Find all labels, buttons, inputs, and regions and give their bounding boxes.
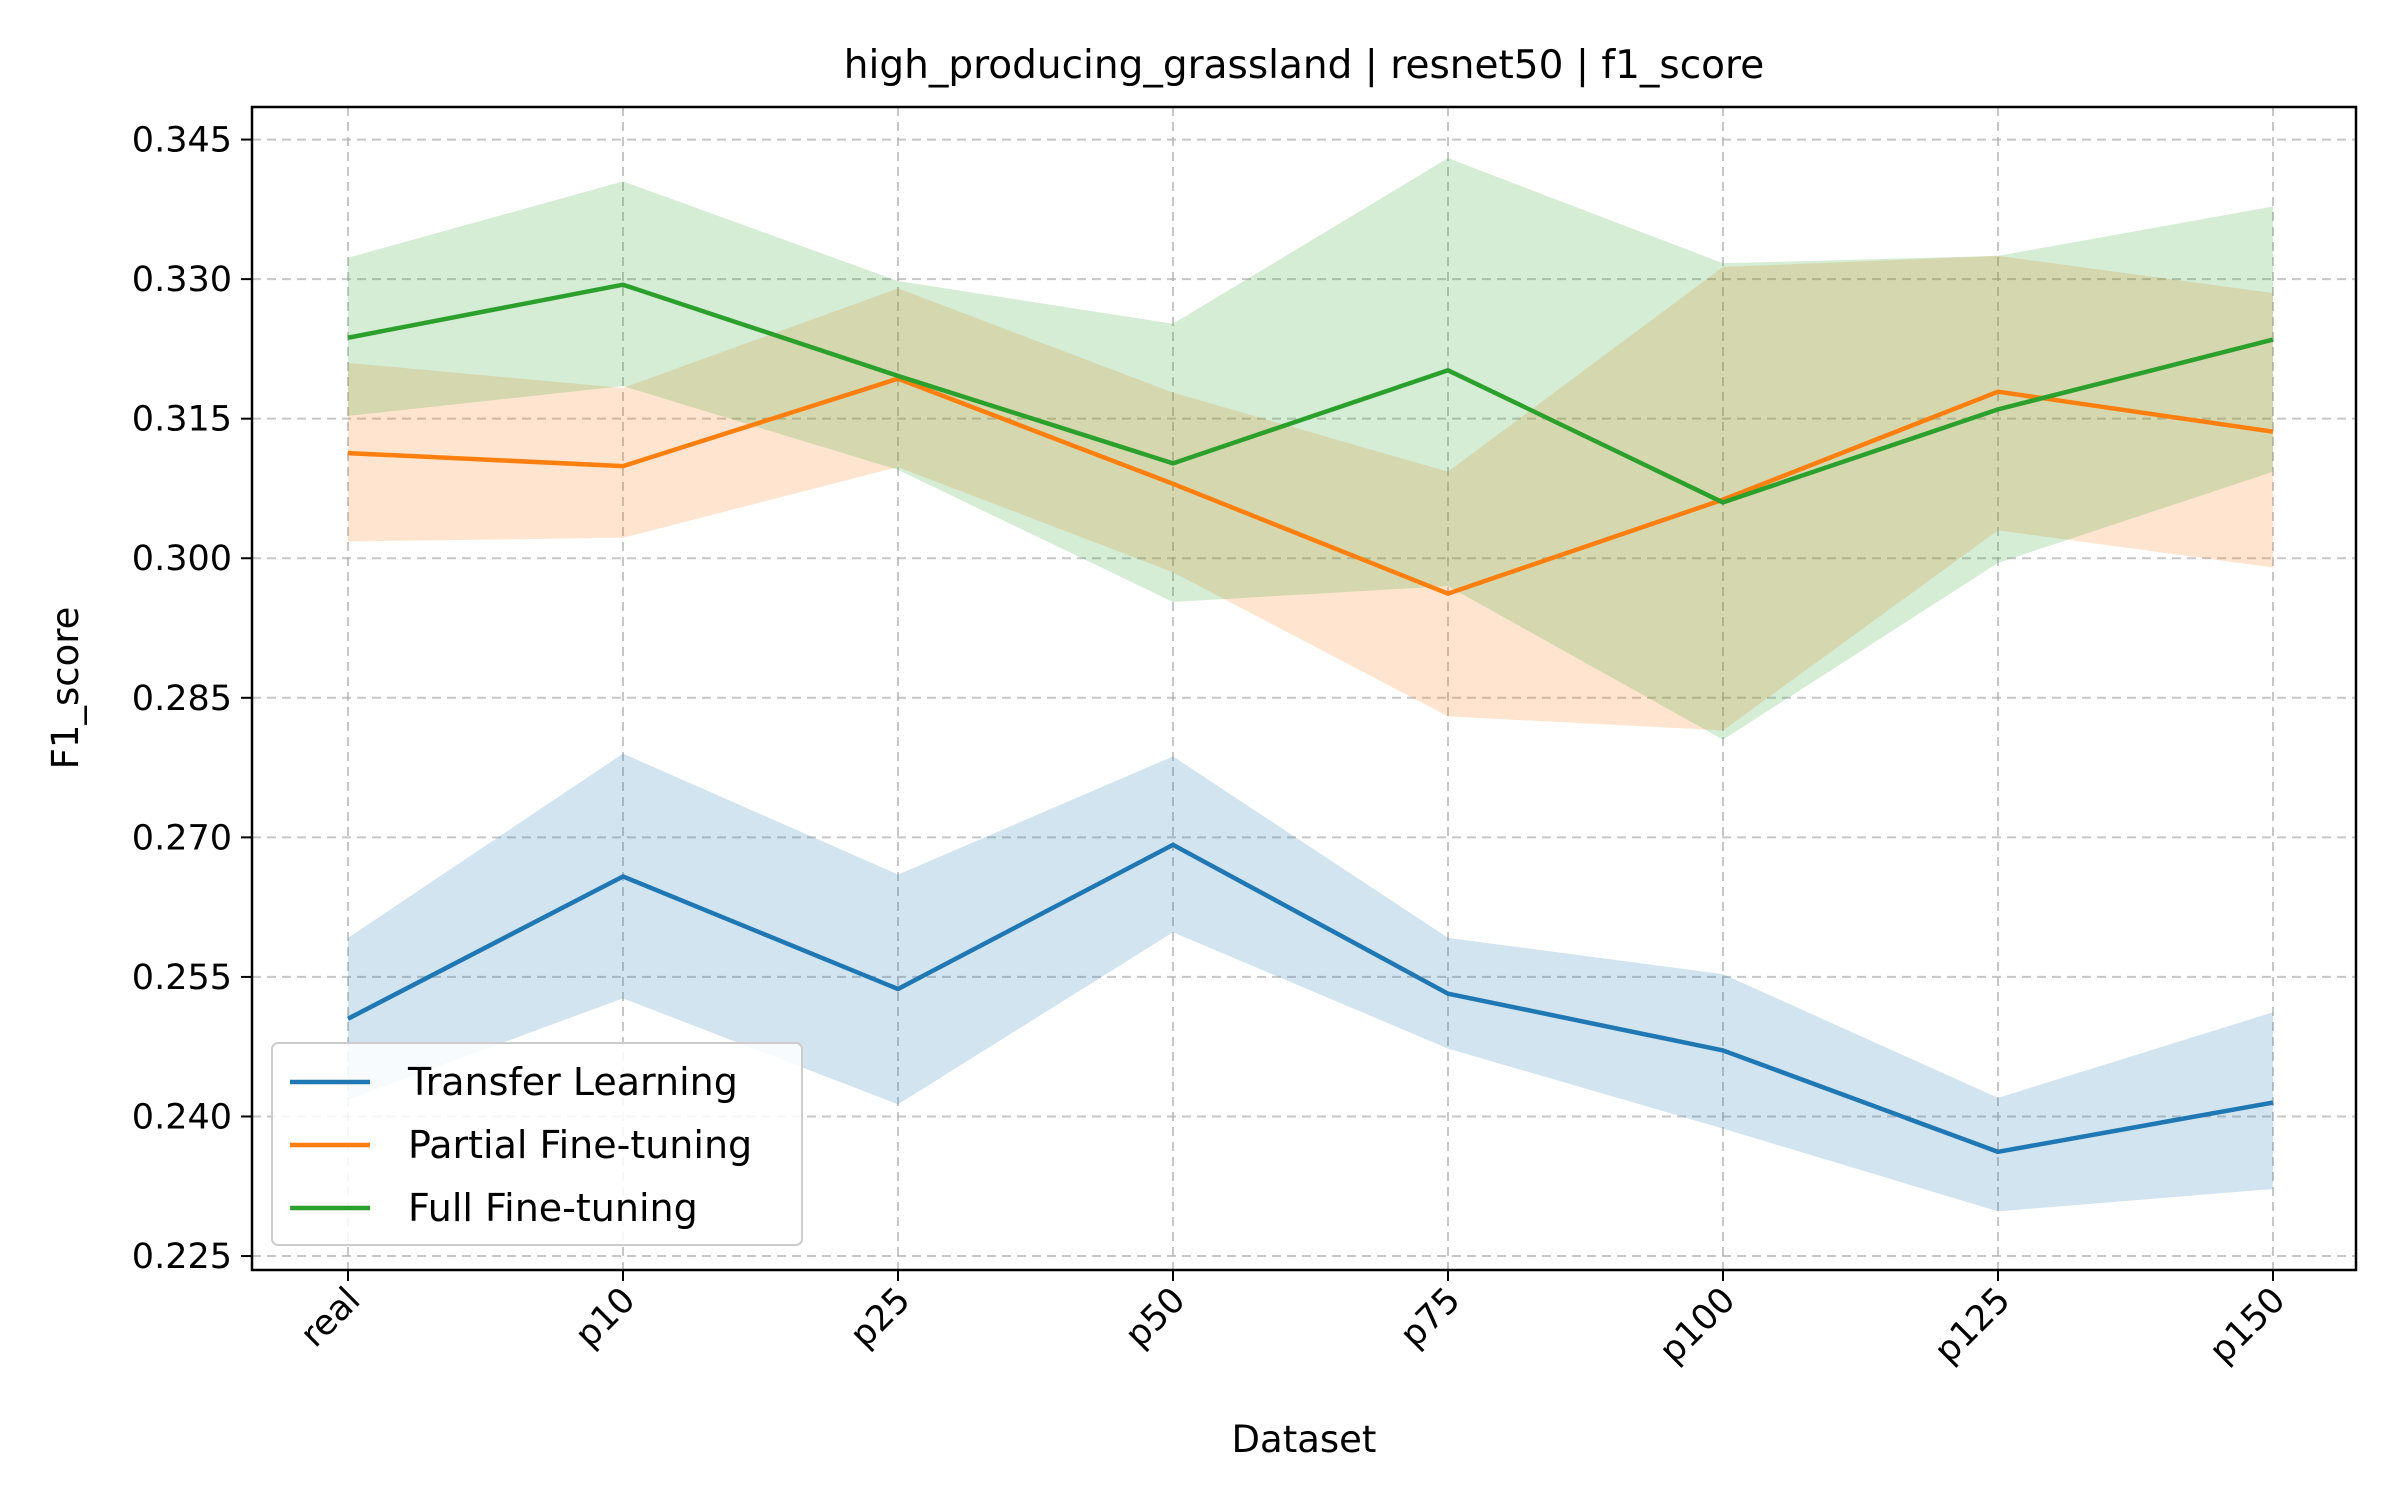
series-line <box>346 842 2274 1155</box>
legend-label: Full Fine-tuning <box>408 1186 698 1230</box>
legend-items: Transfer Learning Partial Fine-tuning Full… <box>290 1060 752 1230</box>
y-tick-label: 0.285 <box>132 679 232 719</box>
y-tick-label: 0.255 <box>132 958 232 998</box>
plot-area-frame <box>250 105 2358 1272</box>
confidence-band <box>348 753 2273 1212</box>
confidence-band <box>348 158 2273 740</box>
y-tick-label: 0.270 <box>132 818 232 858</box>
y-tick-label: 0.225 <box>132 1237 232 1277</box>
legend-box <box>271 1042 803 1246</box>
chart-title: high_producing_grassland | resnet50 | f1… <box>844 43 1764 88</box>
legend: Transfer Learning Partial Fine-tuning Full… <box>271 1042 803 1246</box>
x-axis-label: Dataset <box>1232 1418 1377 1461</box>
y-axis-label: F1_score <box>44 607 87 770</box>
y-tick-label: 0.300 <box>132 539 232 579</box>
y-tick-label: 0.330 <box>132 260 232 300</box>
confidence-bands <box>348 158 2273 1212</box>
series-line <box>347 282 2274 505</box>
y-tick-label: 0.240 <box>132 1097 232 1137</box>
series-line <box>347 376 2274 596</box>
y-axis-ticks: 0.225 0.240 0.255 0.270 0.285 0.300 0.315 0.330… <box>132 121 252 1277</box>
legend-label: Partial Fine-tuning <box>408 1123 752 1167</box>
legend-label: Transfer Learning <box>407 1060 738 1104</box>
series-lines <box>346 282 2274 1155</box>
y-tick-label: 0.315 <box>132 400 232 440</box>
confidence-band <box>348 255 2273 731</box>
y-tick-label: 0.345 <box>132 121 232 161</box>
